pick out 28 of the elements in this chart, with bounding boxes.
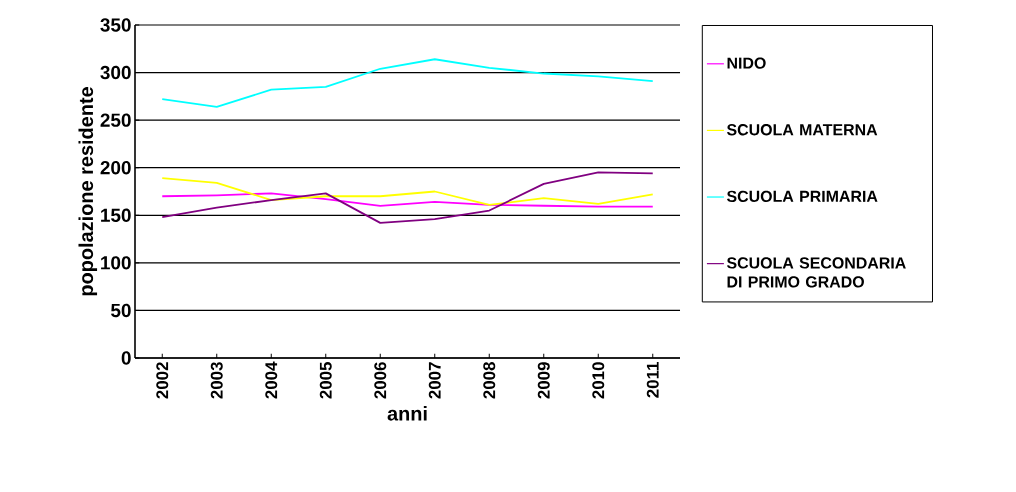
y-tick-label: 350 xyxy=(100,18,131,32)
x-tick-label: 2004 xyxy=(265,361,278,399)
x-tick-label: 2009 xyxy=(537,362,550,399)
line-series xyxy=(161,177,654,206)
y-tick-label: 200 xyxy=(100,161,131,175)
x-tick-label: 2005 xyxy=(319,361,332,399)
x-tick-label: 2011 xyxy=(646,361,659,398)
x-tick-label: 2003 xyxy=(210,362,223,399)
line-series xyxy=(161,58,654,108)
y-tick-label: 0 xyxy=(121,351,131,365)
legend-label: NIDO xyxy=(727,57,766,69)
line-series xyxy=(161,171,654,224)
line-series xyxy=(161,192,654,208)
x-tick-label: 2008 xyxy=(483,362,496,399)
x-tick-label: 2006 xyxy=(374,362,387,399)
y-tick-label: 100 xyxy=(101,256,131,270)
legend-label: SCUOLA MATERNA xyxy=(726,124,878,136)
x-tick-label: 2007 xyxy=(428,362,441,399)
y-axis-title: popolazione residente xyxy=(78,87,98,296)
x-tick-label: 2010 xyxy=(592,362,605,399)
y-tick-label: 250 xyxy=(100,113,131,127)
x-axis-title: anni xyxy=(387,406,427,421)
y-tick-label: 300 xyxy=(100,65,131,80)
y-tick-label: 50 xyxy=(111,303,131,318)
legend-label: SCUOLA SECONDARIA DI PRIMO GRADO xyxy=(726,257,906,288)
x-tick-label: 2002 xyxy=(156,362,169,399)
legend-label: SCUOLA PRIMARIA xyxy=(726,190,878,202)
y-tick-label: 150 xyxy=(101,208,131,222)
